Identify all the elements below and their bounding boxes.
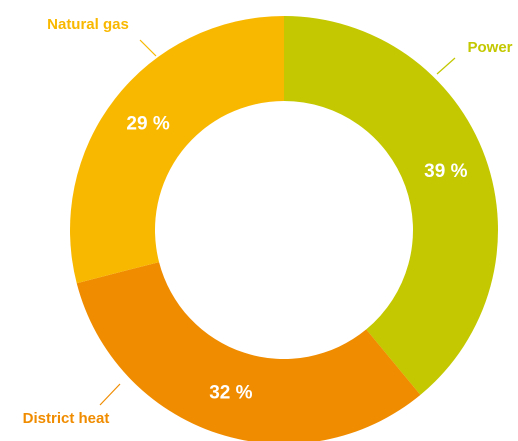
slice	[284, 16, 498, 395]
slice	[76, 262, 421, 441]
value-label: 29 %	[126, 114, 169, 135]
category-label: Power	[467, 39, 512, 56]
leader-line	[139, 39, 157, 57]
leader-line	[99, 383, 121, 406]
category-label: Natural gas	[47, 16, 129, 33]
value-label: 32 %	[209, 383, 252, 404]
value-label: 39 %	[424, 161, 467, 182]
category-label: District heat	[23, 410, 110, 427]
leader-line	[436, 57, 456, 75]
slice	[70, 16, 284, 284]
